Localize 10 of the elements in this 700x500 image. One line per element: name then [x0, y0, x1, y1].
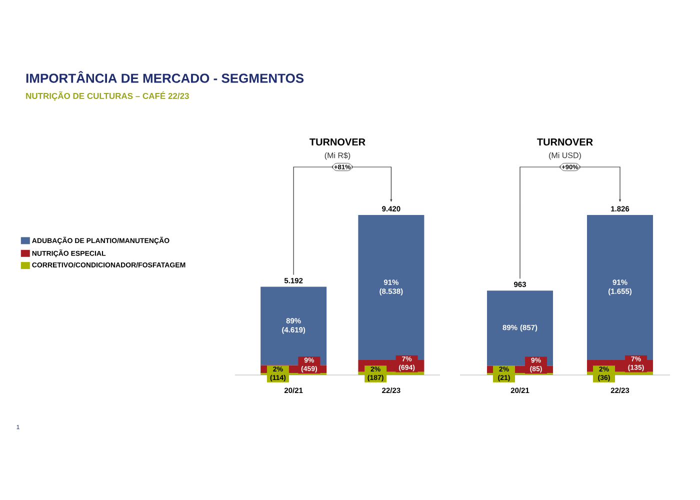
bar — [587, 215, 654, 360]
chart-subtitle: (Mi R$) — [324, 152, 350, 160]
chart-title: TURNOVER — [310, 138, 366, 146]
chart-title: TURNOVER — [537, 138, 593, 146]
bar — [358, 214, 424, 360]
chart-subtitle: (Mi USD) — [549, 152, 581, 160]
text: IMPORTÂNCIA DE MERCADO - SEGMENTOS — [26, 71, 304, 83]
bar — [260, 286, 327, 366]
bar — [487, 290, 554, 366]
text: NUTRIÇÃO DE CULTURAS – CAFÉ 22/23 — [26, 91, 189, 101]
